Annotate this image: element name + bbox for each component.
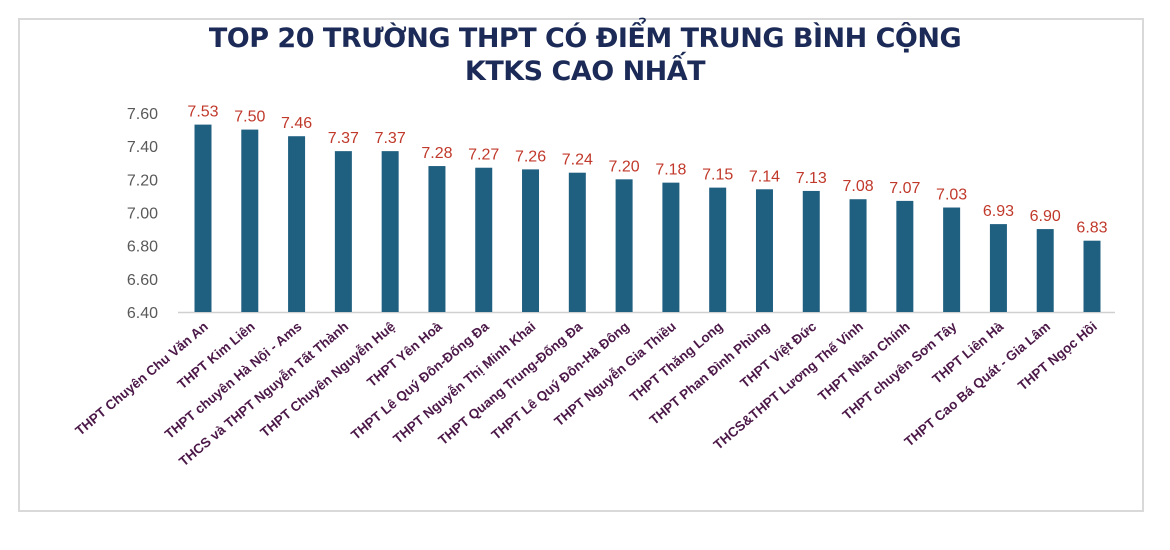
bar (194, 124, 212, 312)
data-label: 7.13 (796, 170, 827, 187)
category-label: THPT Ngọc Hồi (1015, 319, 1100, 394)
bar (1036, 229, 1054, 312)
bar (896, 200, 914, 312)
bar (849, 199, 867, 312)
category-label: THCS và THPT Nguyễn Tất Thành (176, 319, 351, 469)
data-label: 7.15 (702, 167, 733, 184)
data-label: 6.93 (983, 203, 1014, 220)
bar (615, 179, 633, 312)
y-tick-label: 6.80 (127, 239, 158, 256)
data-label: 7.37 (328, 130, 359, 147)
chart-title-line2: KTKS CAO NHẤT (464, 56, 706, 87)
data-label: 7.24 (562, 152, 593, 169)
bar (662, 182, 680, 312)
bar (475, 167, 493, 312)
y-tick-label: 7.20 (127, 172, 158, 189)
bar (802, 190, 820, 312)
data-label: 7.03 (936, 187, 967, 204)
data-label: 7.18 (655, 162, 686, 179)
data-label: 7.53 (187, 104, 218, 121)
y-tick-label: 7.00 (127, 206, 158, 223)
data-label: 7.20 (609, 158, 640, 175)
bar (334, 151, 352, 312)
data-label: 7.14 (749, 168, 780, 185)
data-label: 7.46 (281, 115, 312, 132)
bar (943, 207, 961, 312)
chart-title: TOP 20 TRƯỜNG THPT CÓ ĐIỂM TRUNG BÌNH CỘ… (0, 22, 1170, 88)
data-label: 7.07 (889, 180, 920, 197)
data-label: 7.08 (842, 178, 873, 195)
bar (241, 129, 259, 312)
chart-title-line1: TOP 20 TRƯỜNG THPT CÓ ĐIỂM TRUNG BÌNH CỘ… (208, 23, 962, 54)
bar (428, 166, 446, 312)
data-label: 7.50 (234, 109, 265, 126)
y-tick-label: 7.60 (127, 106, 158, 123)
bar (288, 136, 306, 312)
data-label: 6.83 (1076, 220, 1107, 237)
bar (1083, 240, 1101, 312)
data-label: 7.37 (375, 130, 406, 147)
bar (709, 187, 727, 312)
y-tick-label: 6.40 (127, 305, 158, 322)
data-label: 6.90 (1030, 208, 1061, 225)
data-label: 7.27 (468, 147, 499, 164)
bar (381, 151, 399, 312)
bar (568, 172, 586, 312)
data-label: 7.26 (515, 148, 546, 165)
bar (522, 169, 540, 312)
bar (989, 224, 1007, 312)
data-label: 7.28 (421, 145, 452, 162)
y-tick-label: 6.60 (127, 272, 158, 289)
y-tick-label: 7.40 (127, 139, 158, 156)
bar (755, 189, 773, 312)
